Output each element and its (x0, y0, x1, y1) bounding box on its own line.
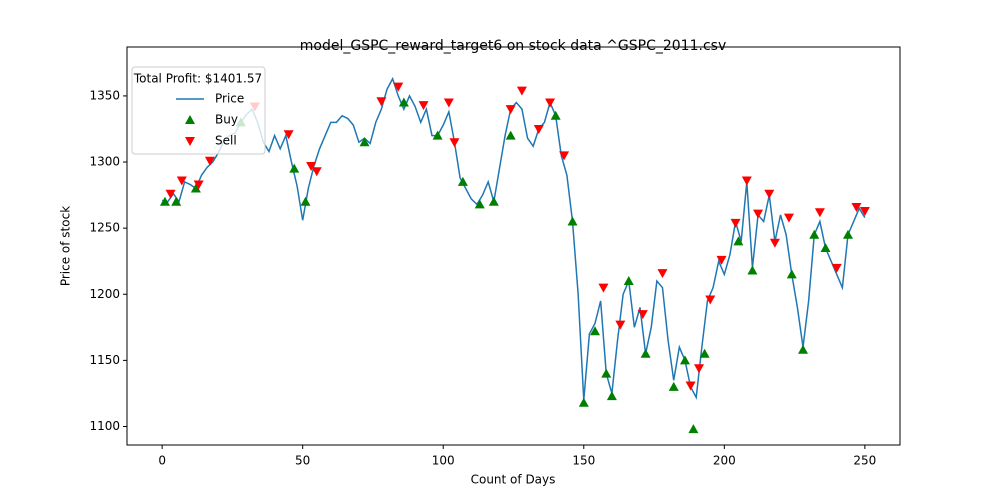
sell-marker (730, 218, 741, 228)
sell-marker (851, 202, 862, 212)
buy-marker (699, 348, 710, 358)
buy-marker (488, 196, 499, 206)
buy-marker (640, 348, 651, 358)
x-tick-label: 0 (158, 454, 166, 468)
x-tick-label: 100 (432, 454, 455, 468)
buy-marker (842, 229, 853, 239)
buy-marker (786, 269, 797, 279)
x-tick-label: 50 (295, 454, 310, 468)
sell-marker (393, 82, 404, 92)
axes-frame (126, 46, 901, 446)
sell-marker (637, 310, 648, 320)
buy-marker (159, 196, 170, 206)
y-tick-label: 1250 (89, 221, 120, 235)
chart-title: model_GSPC_reward_target6 on stock data … (300, 38, 726, 54)
sell-marker (559, 151, 570, 161)
buy-marker (567, 216, 578, 226)
buy-marker (733, 236, 744, 246)
sell-marker (193, 180, 204, 190)
y-tick-label: 1150 (89, 353, 120, 367)
buy-marker (300, 196, 311, 206)
sell-marker (764, 189, 775, 199)
y-axis-label: Price of stock (59, 206, 73, 286)
sell-marker (831, 263, 842, 273)
sell-marker (545, 98, 556, 108)
sell-marker (505, 105, 516, 115)
buy-marker (668, 381, 679, 391)
sell-marker (859, 206, 870, 216)
sell-marker (165, 189, 176, 199)
sell-marker (615, 320, 626, 330)
buy-marker (679, 355, 690, 365)
sell-marker (376, 97, 387, 107)
legend-label: Sell (215, 134, 237, 148)
sell-marker (741, 176, 752, 186)
sell-marker (598, 283, 609, 293)
sell-marker (418, 101, 429, 111)
legend-title: Total Profit: $1401.57 (133, 72, 262, 86)
buy-marker (623, 276, 634, 286)
sell-marker (516, 86, 527, 96)
sell-marker (769, 238, 780, 248)
buy-marker (289, 163, 300, 173)
buy-marker (550, 110, 561, 120)
buy-marker (601, 368, 612, 378)
buy-marker (359, 137, 370, 147)
buy-marker (590, 326, 601, 336)
sell-marker (783, 213, 794, 223)
plot-area (159, 76, 870, 434)
x-tick-label: 200 (713, 454, 736, 468)
x-tick-label: 150 (572, 454, 595, 468)
sell-marker (694, 364, 705, 374)
buy-marker (474, 199, 485, 209)
buy-marker (432, 130, 443, 140)
sell-marker (533, 124, 544, 134)
buy-marker (606, 391, 617, 401)
legend-swatch (185, 137, 195, 146)
x-axis-label: Count of Days (471, 473, 556, 487)
sell-marker (283, 130, 294, 140)
legend-label: Buy (215, 113, 238, 127)
sell-marker (716, 255, 727, 265)
sell-marker (705, 295, 716, 305)
legend-label: Price (215, 92, 244, 106)
sell-marker (753, 209, 764, 219)
sell-marker (685, 381, 696, 391)
sell-marker (814, 208, 825, 218)
legend-swatch (185, 115, 195, 124)
sell-marker (311, 167, 322, 177)
buy-marker (457, 176, 468, 186)
x-tick-label: 250 (853, 454, 876, 468)
buy-marker (505, 130, 516, 140)
buy-marker (809, 229, 820, 239)
buy-marker (820, 242, 831, 252)
y-tick-label: 1350 (89, 88, 120, 102)
buy-marker (578, 397, 589, 407)
sell-marker (443, 98, 454, 108)
legend-box (131, 66, 266, 155)
sell-marker (176, 176, 187, 186)
y-tick-label: 1300 (89, 155, 120, 169)
buy-marker (190, 183, 201, 193)
sell-marker (657, 269, 668, 279)
buy-marker (398, 97, 409, 107)
legend: Total Profit: $1401.57 Price Buy Sell (131, 66, 266, 155)
buy-marker (171, 196, 182, 206)
y-tick-label: 1100 (89, 419, 120, 433)
buy-marker (688, 424, 699, 434)
sell-marker (306, 162, 317, 172)
y-tick-label: 1200 (89, 287, 120, 301)
buy-marker (747, 265, 758, 275)
sell-marker (449, 138, 460, 148)
sell-marker (204, 156, 215, 166)
buy-marker (798, 344, 809, 354)
